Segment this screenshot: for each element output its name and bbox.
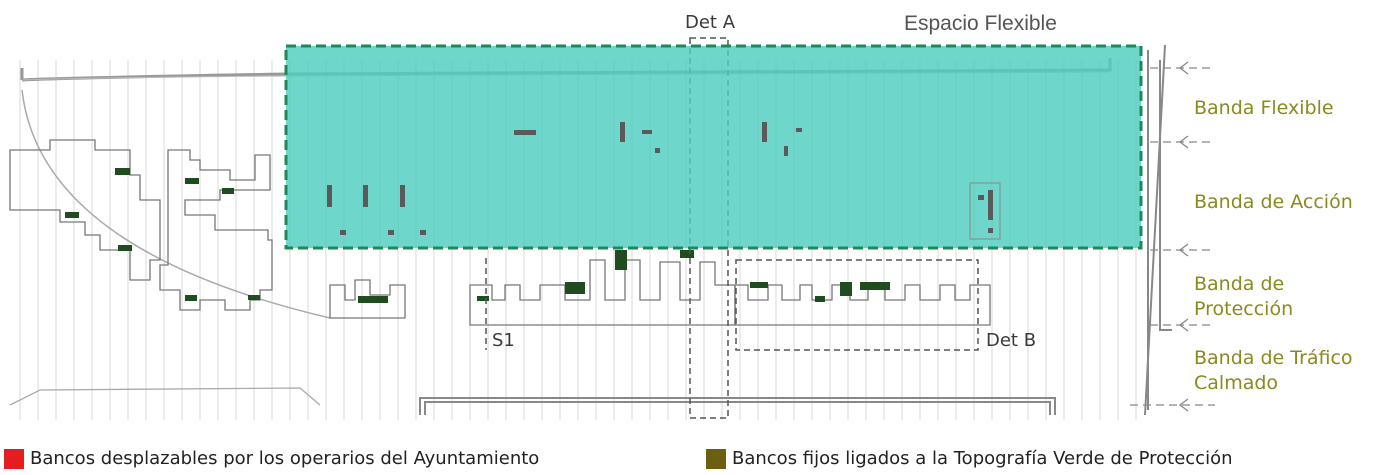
right-boundary [1144,44,1172,416]
legend-item-fixed: Bancos fijos ligados a la Topografía Ver… [706,448,1233,469]
band-trafico-label: Banda de Tráfico Calmado [1194,347,1353,394]
det-b-label: Det B [986,330,1037,351]
bottom-road-right [419,397,1056,415]
lower-block-3 [734,284,991,326]
legend-swatch-red [4,448,24,469]
band-accion-label: Banda de Acción [1194,191,1353,213]
left-block-1 [9,139,161,281]
movable-benches [327,122,993,235]
lower-block-2 [469,259,736,326]
det-b-frame [735,259,979,351]
band-dividers [1130,67,1215,406]
section-s1-label: S1 [492,330,515,351]
band-flexible-label: Banda Flexible [1194,97,1334,119]
top-street-edge-inner [21,71,1109,81]
band-proteccion-label: Banda de Protección [1194,273,1294,320]
fixed-benches [65,168,890,303]
flexible-space-title: Espacio Flexible [904,12,1057,35]
legend-label-movable: Bancos desplazables por los operarios de… [30,448,540,469]
lower-block-1 [329,279,406,319]
det-a-label: Det A [685,12,736,33]
band-arrows [1178,61,1189,412]
legend-label-fixed: Bancos fijos ligados a la Topografía Ver… [732,448,1233,469]
legend-item-movable: Bancos desplazables por los operarios de… [4,448,539,469]
bottom-road-left [9,387,321,406]
flexible-space-area [284,44,1143,250]
left-block-2 [159,149,273,311]
legend-swatch-olive [706,448,726,469]
bench-cluster-frame [969,182,1001,240]
left-boundary [21,89,331,319]
